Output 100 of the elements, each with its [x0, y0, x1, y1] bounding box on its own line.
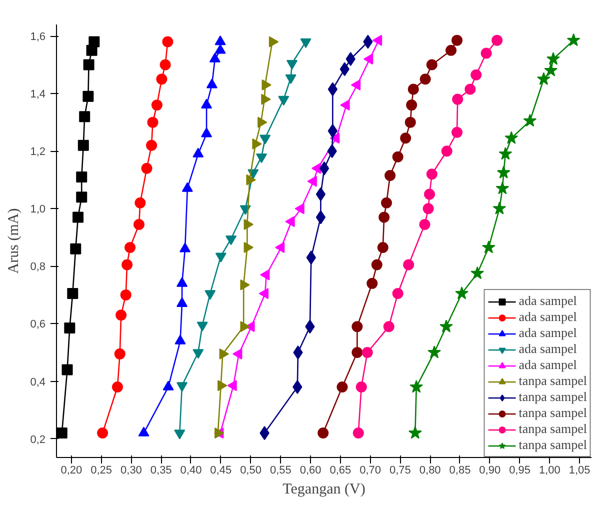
point: [141, 162, 152, 174]
point: [384, 170, 396, 182]
point: [192, 148, 204, 158]
point: [330, 132, 340, 144]
point: [226, 235, 237, 246]
point: [162, 36, 174, 48]
legend-label: ada sampel: [518, 309, 577, 325]
point: [82, 90, 94, 102]
y-tick-label: 1,6: [30, 31, 46, 44]
point: [352, 346, 363, 358]
point: [492, 202, 506, 214]
x-tick-label: 0,50: [240, 464, 262, 476]
point: [426, 168, 438, 180]
point: [240, 279, 250, 290]
point: [544, 64, 558, 76]
point: [227, 380, 237, 392]
point: [252, 138, 262, 150]
x-tick-label: 0,35: [150, 464, 172, 476]
point: [428, 345, 441, 358]
point: [523, 114, 537, 127]
y-tick-label: 0,4: [30, 376, 46, 388]
point: [78, 140, 89, 151]
point: [274, 242, 285, 253]
point: [67, 288, 78, 300]
x-tick-label: 0,30: [120, 464, 142, 476]
point: [426, 59, 438, 70]
point: [441, 146, 452, 157]
y-tick-label: 1,4: [30, 88, 46, 101]
point: [383, 321, 394, 332]
point: [146, 140, 158, 151]
point: [380, 197, 392, 208]
point: [566, 33, 580, 46]
point: [112, 382, 123, 392]
x-tick-label: 1,00: [538, 464, 560, 476]
point: [356, 382, 367, 392]
point: [97, 428, 108, 439]
x-tick-label: 1,05: [568, 464, 590, 476]
x-tick-label: 0,40: [180, 464, 202, 476]
point: [246, 174, 256, 186]
point: [470, 266, 484, 280]
y-tick-label: 1,2: [30, 146, 46, 158]
legend-label: tanpa sampel: [518, 421, 587, 437]
point: [455, 286, 468, 300]
point: [72, 212, 84, 223]
point: [116, 310, 127, 321]
point: [452, 34, 463, 46]
point: [134, 197, 146, 208]
point: [446, 44, 457, 56]
point: [180, 242, 191, 252]
legend-label: ada sampel: [518, 341, 577, 357]
point: [182, 182, 193, 192]
legend-label: tanpa sampel: [518, 389, 587, 405]
point: [408, 426, 422, 439]
point: [56, 428, 68, 439]
x-axis-title: Tegangan (V): [282, 482, 366, 498]
point: [336, 382, 348, 392]
legend-label: tanpa sampel: [518, 405, 587, 421]
legend-label: tanpa sampel: [518, 437, 587, 453]
point: [464, 84, 476, 95]
point: [546, 52, 560, 65]
point: [261, 94, 271, 105]
point: [122, 259, 133, 270]
point: [482, 240, 496, 254]
point: [311, 162, 322, 174]
point: [362, 346, 373, 358]
point: [420, 74, 431, 85]
point: [160, 59, 171, 70]
point: [470, 69, 482, 80]
point: [419, 218, 430, 230]
x-tick-label: 0,65: [330, 464, 352, 476]
point: [204, 290, 216, 300]
point: [424, 188, 436, 200]
point: [174, 430, 186, 440]
point: [262, 79, 272, 90]
point: [70, 243, 82, 254]
point: [340, 100, 350, 111]
x-tick-label: 0,80: [419, 464, 441, 476]
point: [206, 78, 218, 88]
point: [492, 34, 503, 46]
point: [352, 321, 363, 332]
point: [215, 252, 226, 262]
point: [156, 74, 168, 85]
point: [392, 288, 404, 299]
point: [76, 192, 88, 203]
point: [350, 79, 361, 90]
point: [285, 216, 295, 228]
point: [214, 44, 226, 54]
x-tick-label: 0,70: [360, 464, 382, 476]
y-tick-label: 0,2: [30, 434, 46, 446]
point: [201, 98, 212, 108]
point: [377, 242, 388, 253]
x-tick-label: 0,55: [270, 464, 292, 476]
y-axis-title: Arus (mA): [6, 208, 22, 274]
x-tick-label: 0,20: [60, 464, 82, 476]
point: [452, 126, 463, 138]
point: [219, 348, 229, 360]
point: [124, 242, 136, 253]
point: [201, 128, 212, 138]
point: [209, 52, 220, 62]
x-tick-label: 0,90: [479, 464, 501, 476]
